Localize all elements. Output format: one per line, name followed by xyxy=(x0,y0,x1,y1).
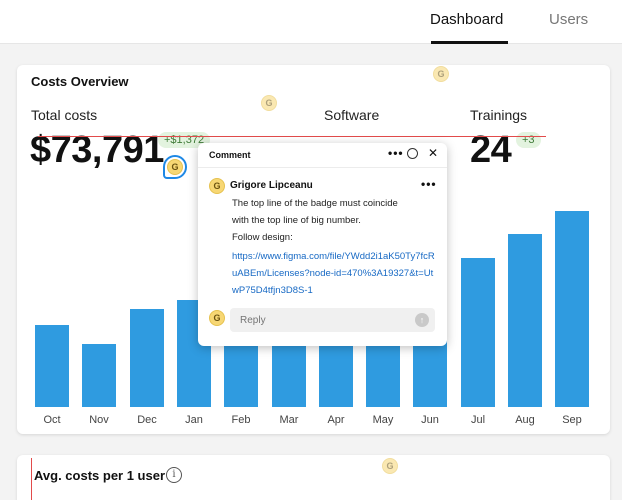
trainings-label: Trainings xyxy=(470,107,528,123)
close-icon[interactable]: ✕ xyxy=(428,146,439,160)
alignment-guide-line xyxy=(38,136,546,137)
chart-bar xyxy=(555,211,589,407)
current-user-avatar: G xyxy=(209,310,225,326)
chart-bar xyxy=(82,344,116,407)
comment-marker-avatar[interactable]: G xyxy=(382,458,398,474)
chart-bar xyxy=(461,258,495,407)
x-axis-tick-label: Aug xyxy=(515,414,535,426)
comment-text-line: with the top line of big number. xyxy=(232,215,361,226)
tab-users[interactable]: Users xyxy=(549,11,589,28)
tab-dashboard[interactable]: Dashboard xyxy=(430,11,504,28)
figma-link[interactable]: https://www.figma.com/file/YWdd2i1aK50Ty… xyxy=(232,251,435,296)
card-title: Costs Overview xyxy=(31,74,129,89)
comment-popup: Comment ••• ✕ G Grigore Lipceanu ••• The… xyxy=(198,143,447,346)
comment-author-name: Grigore Lipceanu xyxy=(230,180,313,191)
divider xyxy=(198,167,447,168)
chart-bar xyxy=(508,234,542,407)
reply-input[interactable] xyxy=(230,308,435,332)
comment-marker-avatar[interactable]: G xyxy=(433,66,449,82)
software-label: Software xyxy=(324,107,380,123)
x-axis-tick-label: Dec xyxy=(137,414,157,426)
resolve-check-icon[interactable] xyxy=(407,148,418,159)
x-axis-tick-label: Sep xyxy=(562,414,582,426)
comment-more-icon[interactable]: ••• xyxy=(421,177,437,191)
x-axis-tick-label: Feb xyxy=(231,414,251,426)
avg-costs-title: Avg. costs per 1 user xyxy=(34,468,166,483)
comment-author-avatar: G xyxy=(167,159,183,175)
x-axis-tick-label: Oct xyxy=(43,414,61,426)
top-nav: Dashboard Users xyxy=(0,0,622,44)
x-axis-tick-label: Nov xyxy=(89,414,109,426)
x-axis-tick-label: Jun xyxy=(421,414,439,426)
chart-bar xyxy=(35,325,69,407)
avg-costs-card: Avg. costs per 1 user i xyxy=(17,455,610,500)
comment-text-line: The top line of the badge must coincide xyxy=(232,198,398,209)
more-options-icon[interactable]: ••• xyxy=(388,146,404,160)
x-axis-tick-label: Mar xyxy=(279,414,299,426)
comment-header: Comment xyxy=(209,150,251,160)
comment-text-line: Follow design: xyxy=(232,232,293,243)
active-comment-pin[interactable]: G xyxy=(163,155,187,179)
comment-author-avatar: G xyxy=(209,178,225,194)
send-reply-icon[interactable]: ↑ xyxy=(415,313,429,327)
trainings-badge: +3 xyxy=(516,132,541,148)
info-icon[interactable]: i xyxy=(166,467,182,483)
comment-marker-avatar[interactable]: G xyxy=(261,95,277,111)
x-axis-tick-label: May xyxy=(372,414,394,426)
chart-bar xyxy=(130,309,164,407)
active-tab-indicator xyxy=(431,41,508,44)
x-axis-tick-label: Jan xyxy=(185,414,203,426)
x-axis-tick-label: Apr xyxy=(327,414,345,426)
x-axis-tick-label: Jul xyxy=(470,414,486,426)
total-costs-label: Total costs xyxy=(31,107,98,123)
alignment-guide-line xyxy=(31,458,32,500)
